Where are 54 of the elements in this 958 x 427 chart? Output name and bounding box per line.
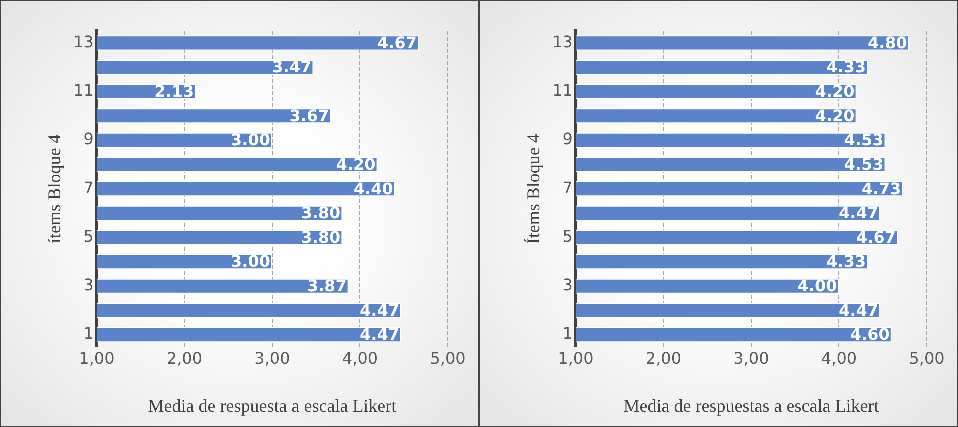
data-label: 4.40 <box>354 179 394 198</box>
data-label: 3.47 <box>272 58 312 77</box>
x-axis-title: Media de respuestas a escala Likert <box>624 396 880 416</box>
y-tick-label: 3 <box>84 276 94 295</box>
data-label: 3.67 <box>290 106 330 126</box>
y-axis-title: ítems Bloque 4 <box>44 134 65 244</box>
data-label: 4.47 <box>360 300 400 320</box>
x-tick-label: 2,00 <box>166 348 203 368</box>
data-label: 4.33 <box>826 58 866 77</box>
y-tick-label: 1 <box>84 324 94 344</box>
y-tick-label: 5 <box>84 226 94 246</box>
y-tick-label: 11 <box>552 80 573 100</box>
x-tick-label: 5,00 <box>430 348 466 368</box>
y-tick-label: 1 <box>562 324 573 344</box>
data-label: 3.00 <box>230 130 270 150</box>
data-label: 4.67 <box>856 228 896 247</box>
data-label: 4.47 <box>360 325 400 344</box>
y-tick-label: 9 <box>84 130 94 149</box>
data-label: 4.47 <box>839 204 878 223</box>
data-label: 2.13 <box>154 82 194 101</box>
y-tick-label: 9 <box>562 130 573 149</box>
data-label: 3.00 <box>230 252 270 272</box>
data-label: 4.53 <box>844 130 884 150</box>
data-label: 4.53 <box>844 154 884 174</box>
data-label: 3.80 <box>301 204 341 223</box>
data-label: 4.47 <box>839 300 878 320</box>
y-tick-label: 13 <box>74 32 94 52</box>
data-label: 4.67 <box>378 33 418 52</box>
x-tick-label: 1,00 <box>79 348 115 368</box>
x-tick-label: 3,00 <box>734 348 770 368</box>
y-tick-label: 5 <box>562 226 573 246</box>
data-label: 4.73 <box>862 179 902 198</box>
y-tick-label: 3 <box>562 276 573 295</box>
data-label: 3.80 <box>301 228 341 247</box>
x-axis-title: Media de respuesta a escala Likert <box>148 396 397 416</box>
y-tick-label: 13 <box>552 32 573 52</box>
x-tick-label: 4,00 <box>821 348 858 368</box>
y-tick-label: 7 <box>84 178 94 198</box>
data-label: 4.20 <box>815 82 855 101</box>
x-tick-label: 3,00 <box>254 348 290 368</box>
data-label: 3.87 <box>307 276 347 296</box>
data-label: 4.60 <box>850 325 890 344</box>
data-label: 4.20 <box>815 106 855 126</box>
x-tick-label: 1,00 <box>558 348 594 368</box>
y-axis-title: Ítems Bloque 4 <box>524 134 544 244</box>
x-tick-label: 5,00 <box>909 348 945 368</box>
x-tick-label: 4,00 <box>342 348 378 368</box>
data-label: 4.20 <box>336 154 376 174</box>
data-label: 4.00 <box>798 276 838 296</box>
x-tick-label: 2,00 <box>646 348 682 368</box>
data-label: 4.80 <box>868 33 908 52</box>
data-label: 4.33 <box>826 252 866 272</box>
y-tick-label: 11 <box>74 80 94 100</box>
y-tick-label: 7 <box>562 178 573 198</box>
